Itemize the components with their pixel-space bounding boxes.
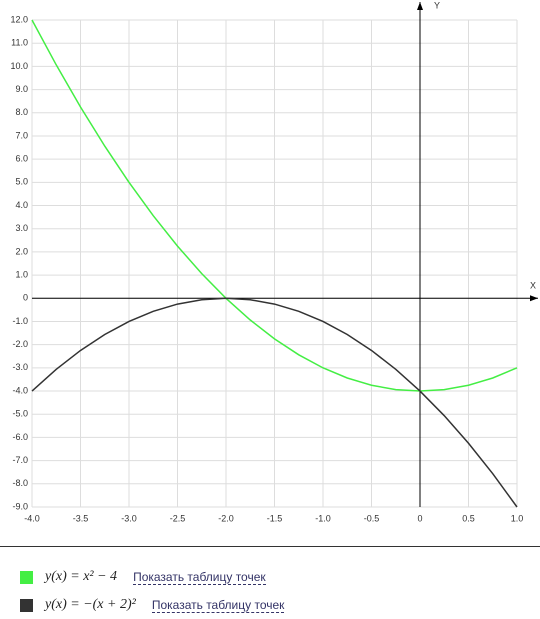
y-tick-label: -1.0 (12, 316, 28, 326)
x-tick-label: -4.0 (24, 513, 40, 523)
y-tick-label: 12.0 (10, 14, 28, 24)
legend-item: y(x) = x² − 4 Показать таблицу точек (0, 563, 540, 591)
show-table-link[interactable]: Показать таблицу точек (133, 569, 266, 585)
y-tick-label: 10.0 (10, 61, 28, 71)
x-tick-label: -3.0 (121, 513, 137, 523)
x-tick-label: 0 (417, 513, 422, 523)
y-tick-label: 4.0 (15, 200, 28, 210)
x-tick-label: -3.5 (73, 513, 89, 523)
y-tick-label: -5.0 (12, 409, 28, 419)
y-tick-label: -8.0 (12, 478, 28, 488)
y-tick-label: 9.0 (15, 84, 28, 94)
y-tick-label: -3.0 (12, 362, 28, 372)
y-tick-label: 3.0 (15, 223, 28, 233)
show-table-link[interactable]: Показать таблицу точек (151, 597, 285, 613)
y-tick-label: -6.0 (12, 432, 28, 442)
y-tick-label: 1.0 (15, 269, 28, 279)
y-tick-label: 11.0 (11, 38, 28, 48)
y-tick-label: -7.0 (12, 455, 28, 465)
y-tick-label: 0 (23, 293, 28, 303)
x-tick-label: -2.0 (218, 513, 234, 523)
y-tick-label: 6.0 (15, 154, 28, 164)
series-line (31, 19, 518, 392)
x-axis-arrow (530, 295, 538, 302)
x-tick-label: 1.0 (511, 513, 524, 523)
y-tick-label: 7.0 (15, 130, 28, 140)
series-line (31, 297, 518, 508)
y-tick-label: 2.0 (15, 246, 28, 256)
x-tick-label: -0.5 (364, 513, 380, 523)
legend: y(x) = x² − 4 Показать таблицу точек y(x) … (0, 546, 540, 619)
chart: Y X 12.0 11.0 10.0 9.0 8.0 7.0 6.0 5.0 4.0 3.0 2.0… (10, 0, 538, 523)
legend-swatch (20, 570, 33, 584)
legend-label: y(x) = x² − 4 (45, 569, 118, 584)
y-tick-label: -4.0 (12, 385, 28, 395)
legend-label: y(x) = −(x + 2)² (45, 597, 136, 612)
y-axis-label: Y (434, 0, 440, 10)
y-tick-label: 8.0 (15, 107, 28, 117)
y-tick-label: -2.0 (12, 339, 28, 349)
legend-swatch (20, 598, 33, 612)
x-tick-label: 0.5 (462, 513, 475, 523)
x-tick-label: -1.5 (267, 513, 283, 523)
x-tick-label: -1.0 (315, 513, 331, 523)
x-tick-label: -2.5 (170, 513, 186, 523)
legend-item: y(x) = −(x + 2)² Показать таблицу точек (0, 591, 540, 619)
y-tick-label: -9.0 (12, 501, 28, 511)
y-tick-label: 5.0 (15, 177, 28, 187)
x-axis-label: X (530, 280, 536, 290)
y-axis-arrow (417, 2, 423, 10)
